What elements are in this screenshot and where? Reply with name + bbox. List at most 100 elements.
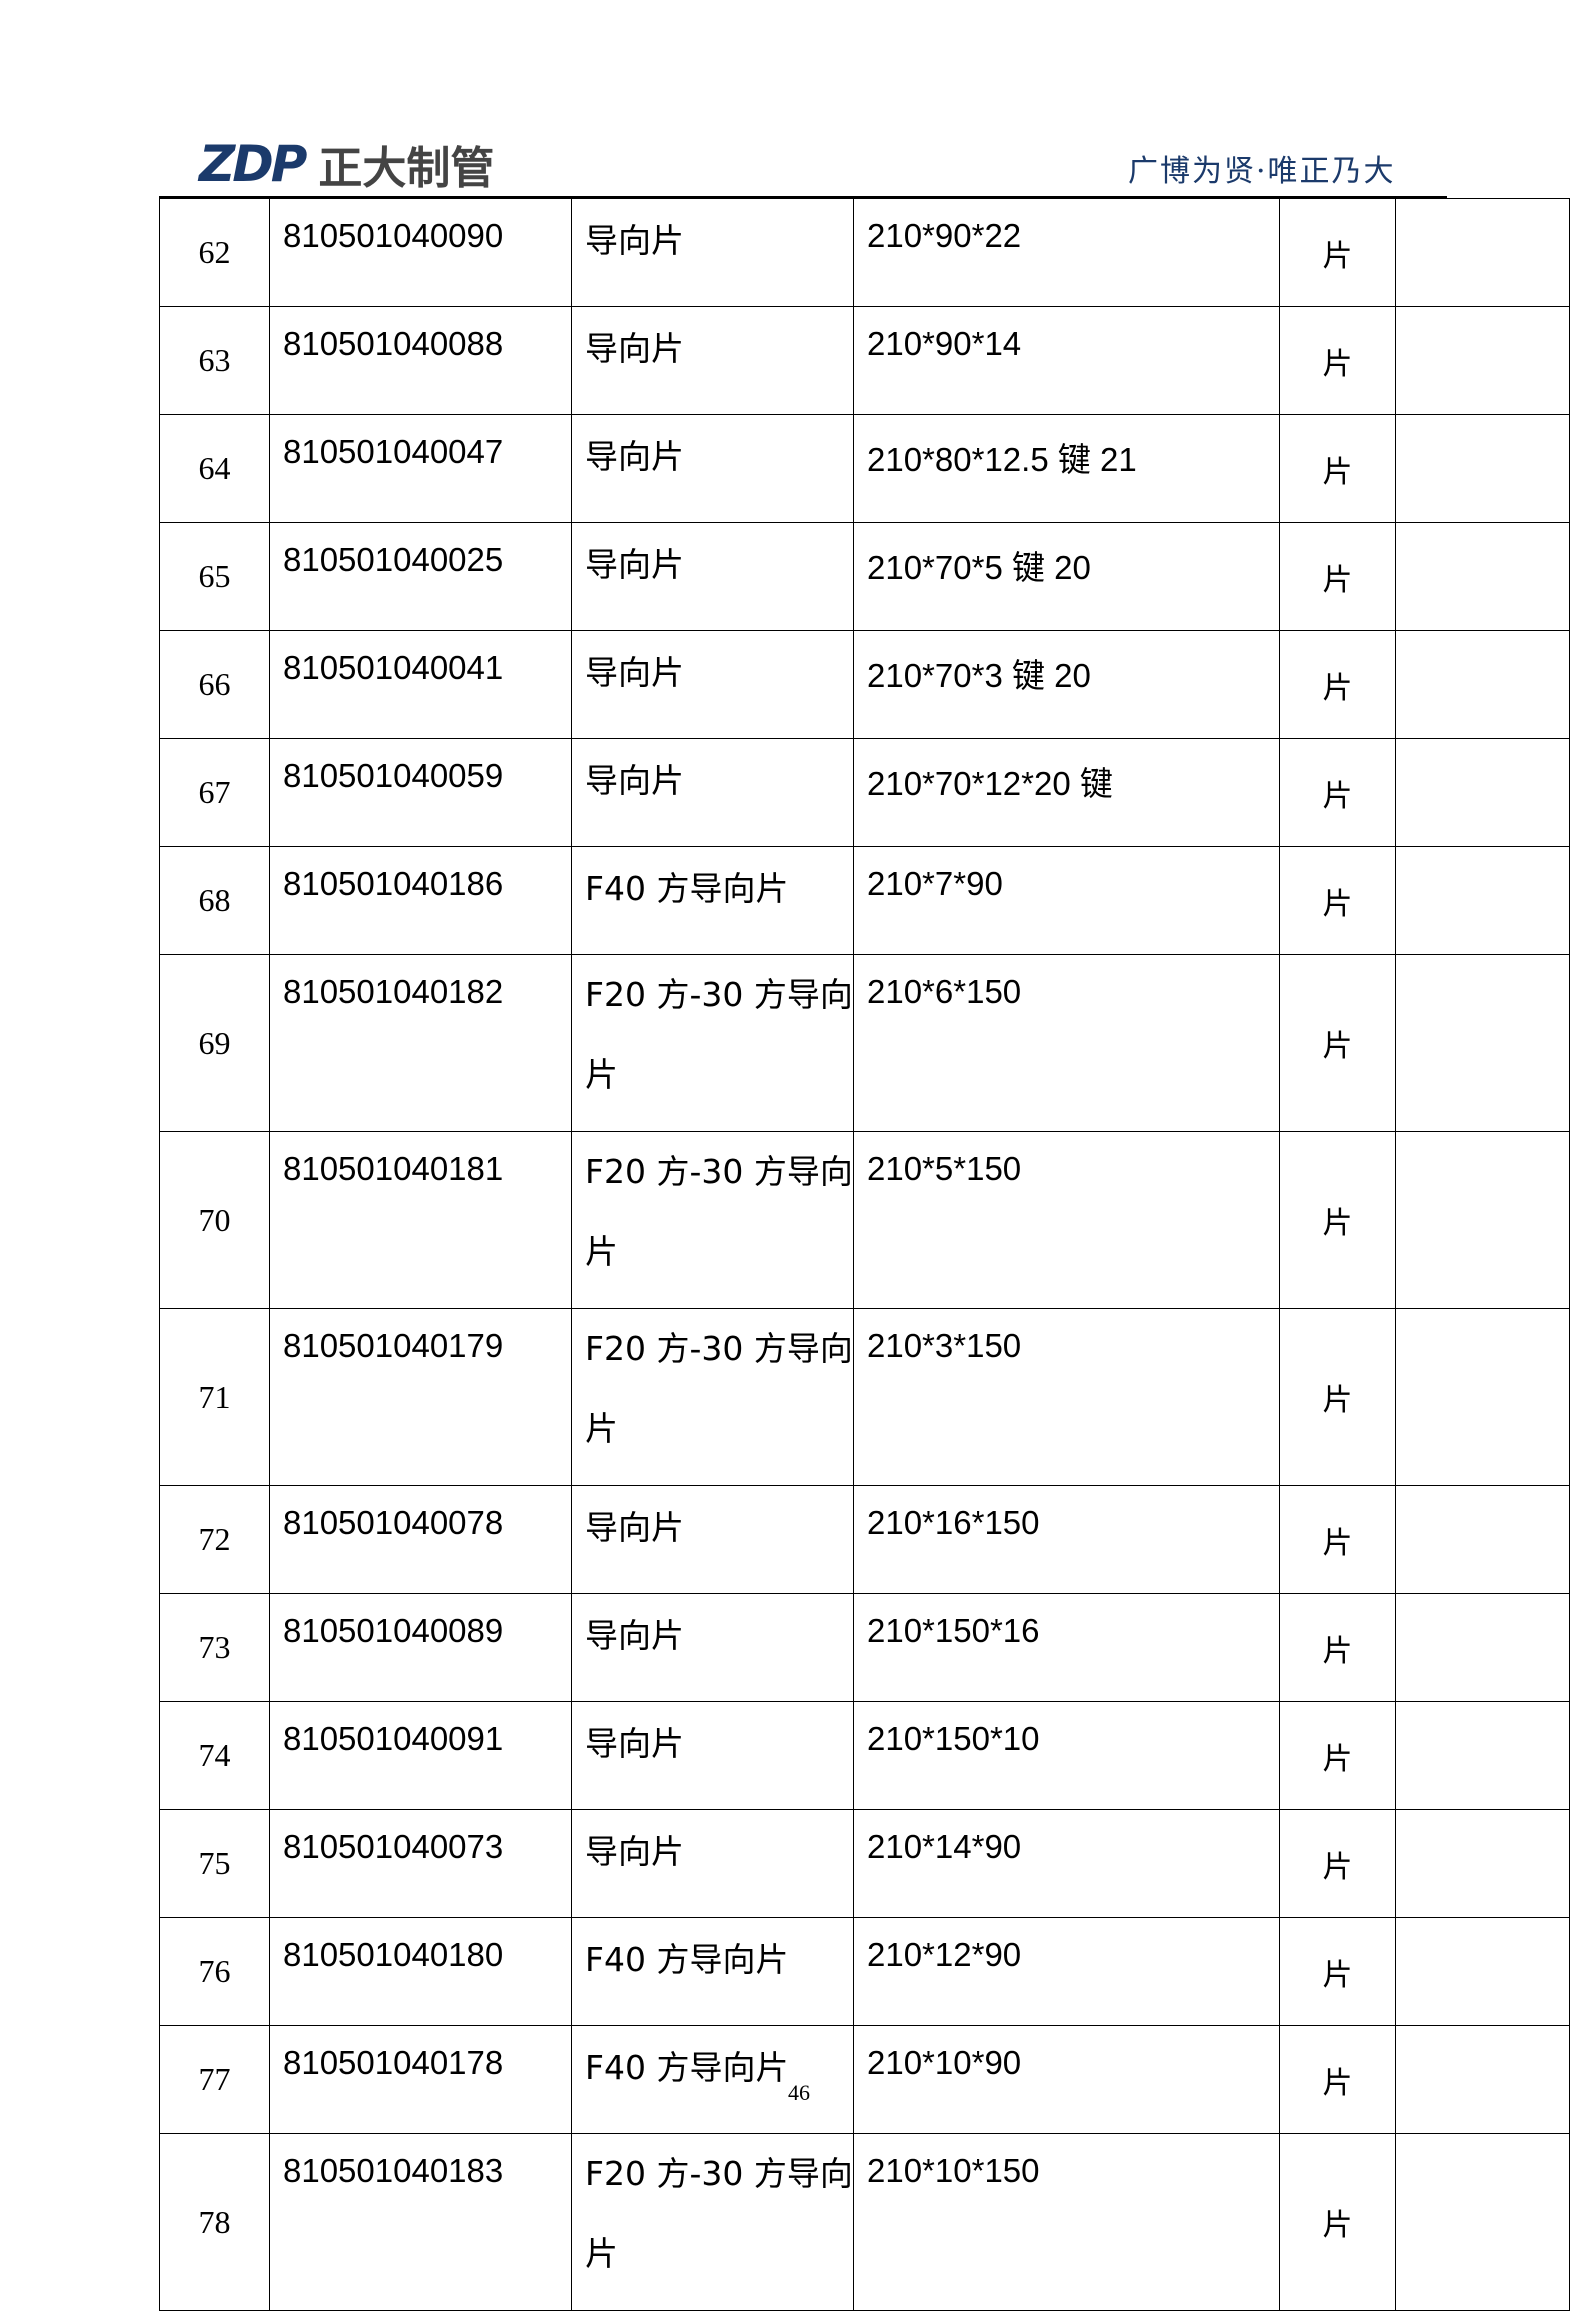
part-unit: 片 <box>1279 414 1396 523</box>
row-number: 72 <box>159 1485 270 1594</box>
remark-cell <box>1395 846 1570 955</box>
logo-mark: ZDP <box>199 135 307 193</box>
part-spec: 210*80*12.5 键 21 <box>853 414 1280 523</box>
remark-cell <box>1395 198 1570 307</box>
remark-cell <box>1395 2133 1570 2311</box>
table-row: 76 810501040180 F40 方导向片 210*12*90 片 <box>159 1917 1570 2026</box>
part-code: 810501040178 <box>269 2025 572 2134</box>
part-name: 导向片 <box>571 1809 854 1918</box>
parts-table: 62 810501040090 导向片 210*90*22 片 63 81050104008… <box>159 198 1570 2311</box>
row-number: 77 <box>159 2025 270 2134</box>
part-unit: 片 <box>1279 1485 1396 1594</box>
part-code: 810501040180 <box>269 1917 572 2026</box>
row-number: 74 <box>159 1701 270 1810</box>
header-slogan: 广博为贤·唯正乃大 <box>1128 154 1396 189</box>
part-code: 810501040059 <box>269 738 572 847</box>
part-code: 810501040091 <box>269 1701 572 1810</box>
part-spec: 210*5*150 <box>853 1131 1280 1309</box>
part-name: F20 方-30 方导向片 <box>571 1131 854 1309</box>
part-spec: 210*90*22 <box>853 198 1280 307</box>
row-number: 66 <box>159 630 270 739</box>
part-unit: 片 <box>1279 1701 1396 1810</box>
part-spec: 210*10*150 <box>853 2133 1280 2311</box>
part-unit: 片 <box>1279 2133 1396 2311</box>
row-number: 71 <box>159 1308 270 1486</box>
table-row: 67 810501040059 导向片 210*70*12*20 键片 <box>159 738 1570 847</box>
row-number: 62 <box>159 198 270 307</box>
part-unit: 片 <box>1279 1308 1396 1486</box>
part-code: 810501040041 <box>269 630 572 739</box>
part-spec: 210*6*150 <box>853 954 1280 1132</box>
part-unit: 片 <box>1279 1809 1396 1918</box>
part-code: 810501040182 <box>269 954 572 1132</box>
part-name: 导向片 <box>571 198 854 307</box>
remark-cell <box>1395 306 1570 415</box>
table-row: 78 810501040183 F20 方-30 方导向片 210*10*150 片 <box>159 2133 1570 2311</box>
company-logo: ZDP 正大制管 <box>199 132 494 196</box>
part-unit: 片 <box>1279 1131 1396 1309</box>
part-code: 810501040089 <box>269 1593 572 1702</box>
part-spec: 210*10*90 <box>853 2025 1280 2134</box>
remark-cell <box>1395 414 1570 523</box>
row-number: 68 <box>159 846 270 955</box>
remark-cell <box>1395 1485 1570 1594</box>
part-code: 810501040090 <box>269 198 572 307</box>
part-spec: 210*70*3 键 20 <box>853 630 1280 739</box>
part-unit: 片 <box>1279 738 1396 847</box>
row-number: 73 <box>159 1593 270 1702</box>
part-spec: 210*16*150 <box>853 1485 1280 1594</box>
part-unit: 片 <box>1279 846 1396 955</box>
part-code: 810501040078 <box>269 1485 572 1594</box>
part-name: F40 方导向片 <box>571 1917 854 2026</box>
remark-cell <box>1395 1593 1570 1702</box>
part-name: 导向片 <box>571 306 854 415</box>
table-row: 73 810501040089 导向片 210*150*16 片 <box>159 1593 1570 1702</box>
table-row: 66 810501040041 导向片 210*70*3 键 20 片 <box>159 630 1570 739</box>
remark-cell <box>1395 1131 1570 1309</box>
page-number: 46 <box>788 2080 810 2105</box>
table-row: 64 810501040047 导向片 210*80*12.5 键 21 片 <box>159 414 1570 523</box>
remark-cell <box>1395 1809 1570 1918</box>
part-spec: 210*14*90 <box>853 1809 1280 1918</box>
part-code: 810501040088 <box>269 306 572 415</box>
part-unit: 片 <box>1279 2025 1396 2134</box>
row-number: 75 <box>159 1809 270 1918</box>
row-number: 65 <box>159 522 270 631</box>
part-unit: 片 <box>1279 198 1396 307</box>
part-name: F40 方导向片 <box>571 846 854 955</box>
part-spec: 210*150*10 <box>853 1701 1280 1810</box>
header-divider <box>159 196 1447 198</box>
part-name: 导向片 <box>571 522 854 631</box>
part-name: 导向片 <box>571 738 854 847</box>
part-spec: 210*90*14 <box>853 306 1280 415</box>
part-spec: 210*70*12*20 键 <box>853 738 1280 847</box>
part-name: 导向片 <box>571 1485 854 1594</box>
part-spec: 210*12*90 <box>853 1917 1280 2026</box>
row-number: 69 <box>159 954 270 1132</box>
part-unit: 片 <box>1279 1917 1396 2026</box>
part-spec: 210*70*5 键 20 <box>853 522 1280 631</box>
part-spec: 210*7*90 <box>853 846 1280 955</box>
part-code: 810501040025 <box>269 522 572 631</box>
table-row: 62 810501040090 导向片 210*90*22 片 <box>159 198 1570 307</box>
part-code: 810501040186 <box>269 846 572 955</box>
part-name: F40 方导向片 <box>571 2025 854 2134</box>
table-row: 75 810501040073 导向片 210*14*90 片 <box>159 1809 1570 1918</box>
part-name: F20 方-30 方导向片 <box>571 954 854 1132</box>
remark-cell <box>1395 954 1570 1132</box>
table-row: 77 810501040178 F40 方导向片 210*10*90 片 <box>159 2025 1570 2134</box>
table-row: 69 810501040182 F20 方-30 方导向片 210*6*150 片 <box>159 954 1570 1132</box>
part-unit: 片 <box>1279 630 1396 739</box>
logo-text: 正大制管 <box>318 143 495 194</box>
part-spec: 210*150*16 <box>853 1593 1280 1702</box>
part-name: 导向片 <box>571 1593 854 1702</box>
part-unit: 片 <box>1279 1593 1396 1702</box>
part-name: 导向片 <box>571 414 854 523</box>
row-number: 78 <box>159 2133 270 2311</box>
table-row: 68 810501040186 F40 方导向片 210*7*90 片 <box>159 846 1570 955</box>
remark-cell <box>1395 630 1570 739</box>
part-code: 810501040073 <box>269 1809 572 1918</box>
part-name: 导向片 <box>571 630 854 739</box>
row-number: 76 <box>159 1917 270 2026</box>
table-row: 65 810501040025 导向片 210*70*5 键 20 片 <box>159 522 1570 631</box>
